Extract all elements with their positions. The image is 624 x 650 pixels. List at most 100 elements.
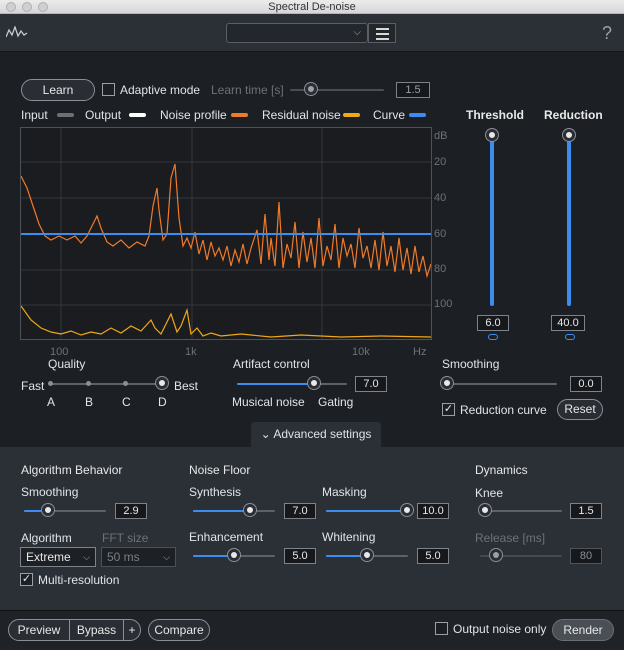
quality-slider[interactable] — [50, 383, 163, 385]
reduction-fader[interactable] — [567, 140, 571, 306]
synthesis-handle[interactable] — [244, 504, 256, 516]
knee-value[interactable]: 1.5 — [570, 503, 602, 519]
legend-input: Input — [21, 108, 48, 122]
fft-size-value: 50 ms — [107, 550, 140, 564]
reduction-curve-checkbox[interactable]: ✓ — [442, 403, 455, 416]
enhancement-fill — [193, 555, 234, 557]
quality-step-a[interactable] — [48, 381, 53, 386]
adaptive-mode-checkbox[interactable] — [102, 83, 115, 96]
advanced-settings-label: Advanced settings — [273, 427, 372, 441]
release-value[interactable]: 80 — [570, 548, 602, 564]
learn-time-value[interactable]: 1.5 — [396, 82, 430, 98]
preset-menu-button[interactable] — [368, 23, 396, 43]
legend-noise-profile: Noise profile — [160, 108, 227, 122]
learn-time-slider[interactable] — [290, 89, 384, 91]
smoothing-slider-handle[interactable] — [441, 377, 453, 389]
link-icon[interactable] — [488, 334, 498, 340]
minimize-window-button[interactable] — [22, 2, 32, 12]
freq-tick-label: 10k — [352, 346, 370, 358]
algorithm-label: Algorithm — [21, 531, 72, 545]
db-tick-label: 20 — [434, 156, 447, 168]
link-icon[interactable] — [565, 334, 575, 340]
knee-handle[interactable] — [479, 504, 491, 516]
threshold-label: Threshold — [466, 108, 525, 122]
algorithm-dropdown[interactable]: Extreme ⌵ — [20, 547, 96, 567]
enhancement-handle[interactable] — [228, 549, 240, 561]
threshold-fader-handle[interactable] — [486, 129, 498, 141]
db-tick-label: 100 — [434, 298, 453, 310]
learn-button[interactable]: Learn — [21, 79, 95, 101]
whitening-label: Whitening — [322, 530, 376, 544]
reduction-value[interactable]: 40.0 — [551, 315, 585, 331]
legend-residual-noise: Residual noise — [262, 108, 341, 122]
output-noise-only-checkbox[interactable] — [435, 622, 448, 635]
smoothing-label: Smoothing — [442, 357, 500, 371]
knee-label: Knee — [475, 486, 504, 500]
preset-dropdown[interactable]: ⌵ — [226, 23, 368, 43]
quality-label: Quality — [48, 357, 86, 371]
release-slider[interactable] — [480, 555, 562, 557]
reduction-fader-handle[interactable] — [563, 129, 575, 141]
add-bypass-button[interactable]: + — [123, 619, 141, 641]
smoothing-slider[interactable] — [446, 383, 557, 385]
legend-curve-swatch — [409, 113, 426, 117]
enhancement-value[interactable]: 5.0 — [284, 548, 316, 564]
noise-floor-title: Noise Floor — [189, 463, 251, 477]
gating-label: Gating — [318, 395, 354, 409]
advanced-settings-toggle[interactable]: ⌄ Advanced settings — [251, 422, 381, 447]
legend-output-swatch — [129, 113, 146, 117]
adv-smoothing-handle[interactable] — [42, 504, 54, 516]
reduction-curve-label: Reduction curve — [460, 403, 547, 417]
quality-step-c[interactable] — [123, 381, 128, 386]
masking-fill — [326, 510, 408, 512]
quality-step-label: A — [47, 395, 56, 409]
release-handle[interactable] — [490, 549, 502, 561]
adv-smoothing-slider[interactable] — [24, 510, 106, 512]
reset-button[interactable]: Reset — [557, 399, 603, 420]
quality-fast-label: Fast — [21, 379, 45, 393]
artifact-control-handle[interactable] — [308, 377, 320, 389]
masking-handle[interactable] — [401, 504, 413, 516]
adv-smoothing-value[interactable]: 2.9 — [115, 503, 147, 519]
preview-button[interactable]: Preview — [8, 619, 70, 641]
quality-step-label: B — [85, 395, 94, 409]
quality-step-b[interactable] — [86, 381, 91, 386]
spectrum-graph[interactable] — [20, 127, 432, 340]
adv-smoothing-fill — [24, 510, 48, 512]
threshold-value[interactable]: 6.0 — [477, 315, 509, 331]
synthesis-value[interactable]: 7.0 — [284, 503, 316, 519]
legend-noise-profile-swatch — [231, 113, 248, 117]
masking-value[interactable]: 10.0 — [417, 503, 449, 519]
plugin-header: ⌵ ? — [0, 14, 624, 52]
chevron-down-icon: ⌵ — [83, 552, 90, 562]
title-bar: Spectral De-noise — [0, 0, 624, 14]
advanced-settings-panel — [0, 447, 624, 610]
learn-time-slider-handle[interactable] — [305, 83, 317, 95]
multi-resolution-checkbox[interactable]: ✓ — [20, 573, 33, 586]
zoom-window-button[interactable] — [38, 2, 48, 12]
learn-time-label: Learn time [s] — [211, 83, 284, 97]
compare-button[interactable]: Compare — [148, 619, 210, 641]
whitening-handle[interactable] — [361, 549, 373, 561]
dynamics-title: Dynamics — [475, 463, 528, 477]
freq-tick-label: 100 — [50, 346, 69, 358]
help-button[interactable]: ? — [601, 23, 612, 43]
threshold-fader[interactable] — [490, 140, 494, 306]
musical-noise-label: Musical noise — [232, 395, 305, 409]
knee-slider[interactable] — [480, 510, 562, 512]
smoothing-value[interactable]: 0.0 — [570, 376, 602, 392]
bypass-button[interactable]: Bypass — [69, 619, 124, 641]
quality-slider-handle[interactable] — [156, 377, 168, 389]
artifact-control-value[interactable]: 7.0 — [355, 376, 387, 392]
quality-best-label: Best — [174, 379, 199, 393]
legend-curve: Curve — [373, 108, 406, 122]
fft-size-dropdown[interactable]: 50 ms ⌵ — [101, 547, 176, 567]
izotope-logo-icon — [6, 26, 28, 38]
render-button[interactable]: Render — [552, 619, 614, 641]
release-label: Release [ms] — [475, 531, 546, 545]
close-window-button[interactable] — [6, 2, 16, 12]
synthesis-fill — [193, 510, 250, 512]
reduction-label: Reduction — [544, 108, 603, 122]
whitening-value[interactable]: 5.0 — [417, 548, 449, 564]
